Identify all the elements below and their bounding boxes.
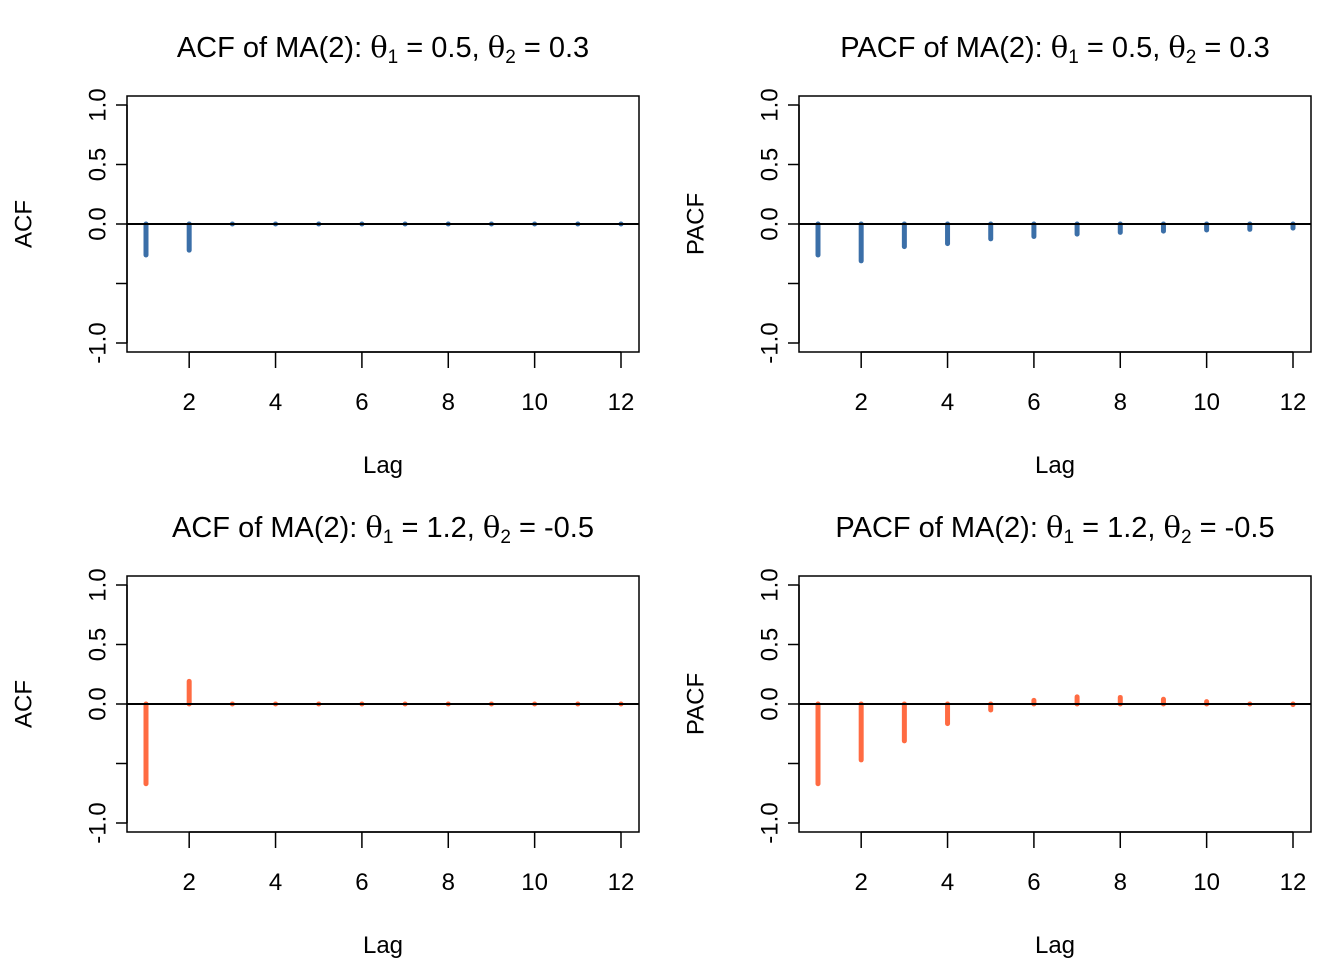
title-part: θ <box>1168 30 1185 64</box>
title-part: PACF of MA(2): <box>835 512 1046 544</box>
title-part: 2 <box>1181 527 1192 548</box>
panel-title: ACF of MA(2): θ1 = 0.5, θ2 = 0.3 <box>177 30 589 68</box>
panel-acf-ma2-b: ACF of MA(2): θ1 = 1.2, θ2 = -0.51.00.50… <box>10 510 640 959</box>
title-part: = 0.3 <box>1196 32 1269 64</box>
x-axis-label: Lag <box>1035 452 1075 479</box>
title-part: ACF of MA(2): <box>172 512 365 544</box>
title-part: = 1.2, <box>1074 512 1163 544</box>
title-part: = 0.3 <box>516 32 589 64</box>
y-tick-label: 1.0 <box>84 88 111 121</box>
x-tick-label: 12 <box>608 869 635 896</box>
x-tick-label: 6 <box>1027 869 1040 896</box>
x-tick-label: 8 <box>1114 869 1127 896</box>
x-tick-label: 4 <box>941 869 954 896</box>
title-part: PACF of MA(2): <box>840 32 1051 64</box>
y-tick-label: 0.5 <box>756 628 783 661</box>
y-tick-label: 1.0 <box>756 568 783 601</box>
y-tick-label: -1.0 <box>84 322 111 363</box>
panel-pacf-ma2-b: PACF of MA(2): θ1 = 1.2, θ2 = -0.51.00.5… <box>682 510 1312 959</box>
x-tick-label: 2 <box>855 869 868 896</box>
y-tick-label: -1.0 <box>756 322 783 363</box>
x-tick-label: 10 <box>1193 389 1220 416</box>
title-part: 1 <box>383 527 394 548</box>
title-part: θ <box>488 30 505 64</box>
x-tick-label: 6 <box>355 869 368 896</box>
y-tick-label: 0.0 <box>84 687 111 720</box>
x-axis-label: Lag <box>363 932 403 959</box>
title-part: 1 <box>388 47 399 68</box>
y-tick-label: 0.5 <box>84 148 111 181</box>
title-part: = -0.5 <box>511 512 594 544</box>
x-tick-label: 10 <box>1193 869 1220 896</box>
x-tick-label: 4 <box>269 389 282 416</box>
y-axis-label: PACF <box>682 673 709 735</box>
title-part: = 1.2, <box>393 512 482 544</box>
y-tick-label: 0.5 <box>84 628 111 661</box>
y-tick-label: 1.0 <box>756 88 783 121</box>
panel-acf-ma2-a: ACF of MA(2): θ1 = 0.5, θ2 = 0.31.00.50.… <box>10 30 640 479</box>
x-tick-label: 12 <box>1280 389 1307 416</box>
x-tick-label: 2 <box>183 389 196 416</box>
y-axis-label: ACF <box>10 200 37 248</box>
y-tick-label: 0.5 <box>756 148 783 181</box>
x-axis-label: Lag <box>363 452 403 479</box>
y-tick-label: 0.0 <box>756 207 783 240</box>
title-part: 2 <box>500 527 511 548</box>
panel-pacf-ma2-a: PACF of MA(2): θ1 = 0.5, θ2 = 0.31.00.50… <box>682 30 1312 479</box>
title-part: = 0.5, <box>398 32 487 64</box>
y-tick-label: 0.0 <box>756 687 783 720</box>
x-tick-label: 8 <box>1114 389 1127 416</box>
y-tick-label: -1.0 <box>84 802 111 843</box>
title-part: ACF of MA(2): <box>177 32 370 64</box>
x-tick-label: 6 <box>355 389 368 416</box>
y-tick-label: 0.0 <box>84 207 111 240</box>
x-tick-label: 4 <box>941 389 954 416</box>
title-part: 1 <box>1068 47 1079 68</box>
x-tick-label: 6 <box>1027 389 1040 416</box>
title-part: θ <box>1046 510 1063 544</box>
title-part: 1 <box>1063 527 1074 548</box>
panel-title: PACF of MA(2): θ1 = 0.5, θ2 = 0.3 <box>840 30 1270 68</box>
x-tick-label: 10 <box>521 389 548 416</box>
y-tick-label: 1.0 <box>84 568 111 601</box>
x-axis-label: Lag <box>1035 932 1075 959</box>
panels: ACF of MA(2): θ1 = 0.5, θ2 = 0.31.00.50.… <box>10 30 1312 959</box>
y-axis-label: PACF <box>682 193 709 255</box>
title-part: 2 <box>505 47 516 68</box>
x-tick-label: 8 <box>442 869 455 896</box>
panel-title: ACF of MA(2): θ1 = 1.2, θ2 = -0.5 <box>172 510 594 548</box>
title-part: θ <box>1164 510 1181 544</box>
x-tick-label: 12 <box>608 389 635 416</box>
title-part: 2 <box>1186 47 1197 68</box>
title-part: θ <box>483 510 500 544</box>
x-tick-label: 2 <box>183 869 196 896</box>
title-part: θ <box>1051 30 1068 64</box>
title-part: = 0.5, <box>1079 32 1168 64</box>
x-tick-label: 8 <box>442 389 455 416</box>
x-tick-label: 10 <box>521 869 548 896</box>
title-part: θ <box>365 510 382 544</box>
x-tick-label: 2 <box>855 389 868 416</box>
panel-title: PACF of MA(2): θ1 = 1.2, θ2 = -0.5 <box>835 510 1274 548</box>
title-part: = -0.5 <box>1192 512 1275 544</box>
y-tick-label: -1.0 <box>756 802 783 843</box>
x-tick-label: 4 <box>269 869 282 896</box>
title-part: θ <box>370 30 387 64</box>
y-axis-label: ACF <box>10 680 37 728</box>
x-tick-label: 12 <box>1280 869 1307 896</box>
